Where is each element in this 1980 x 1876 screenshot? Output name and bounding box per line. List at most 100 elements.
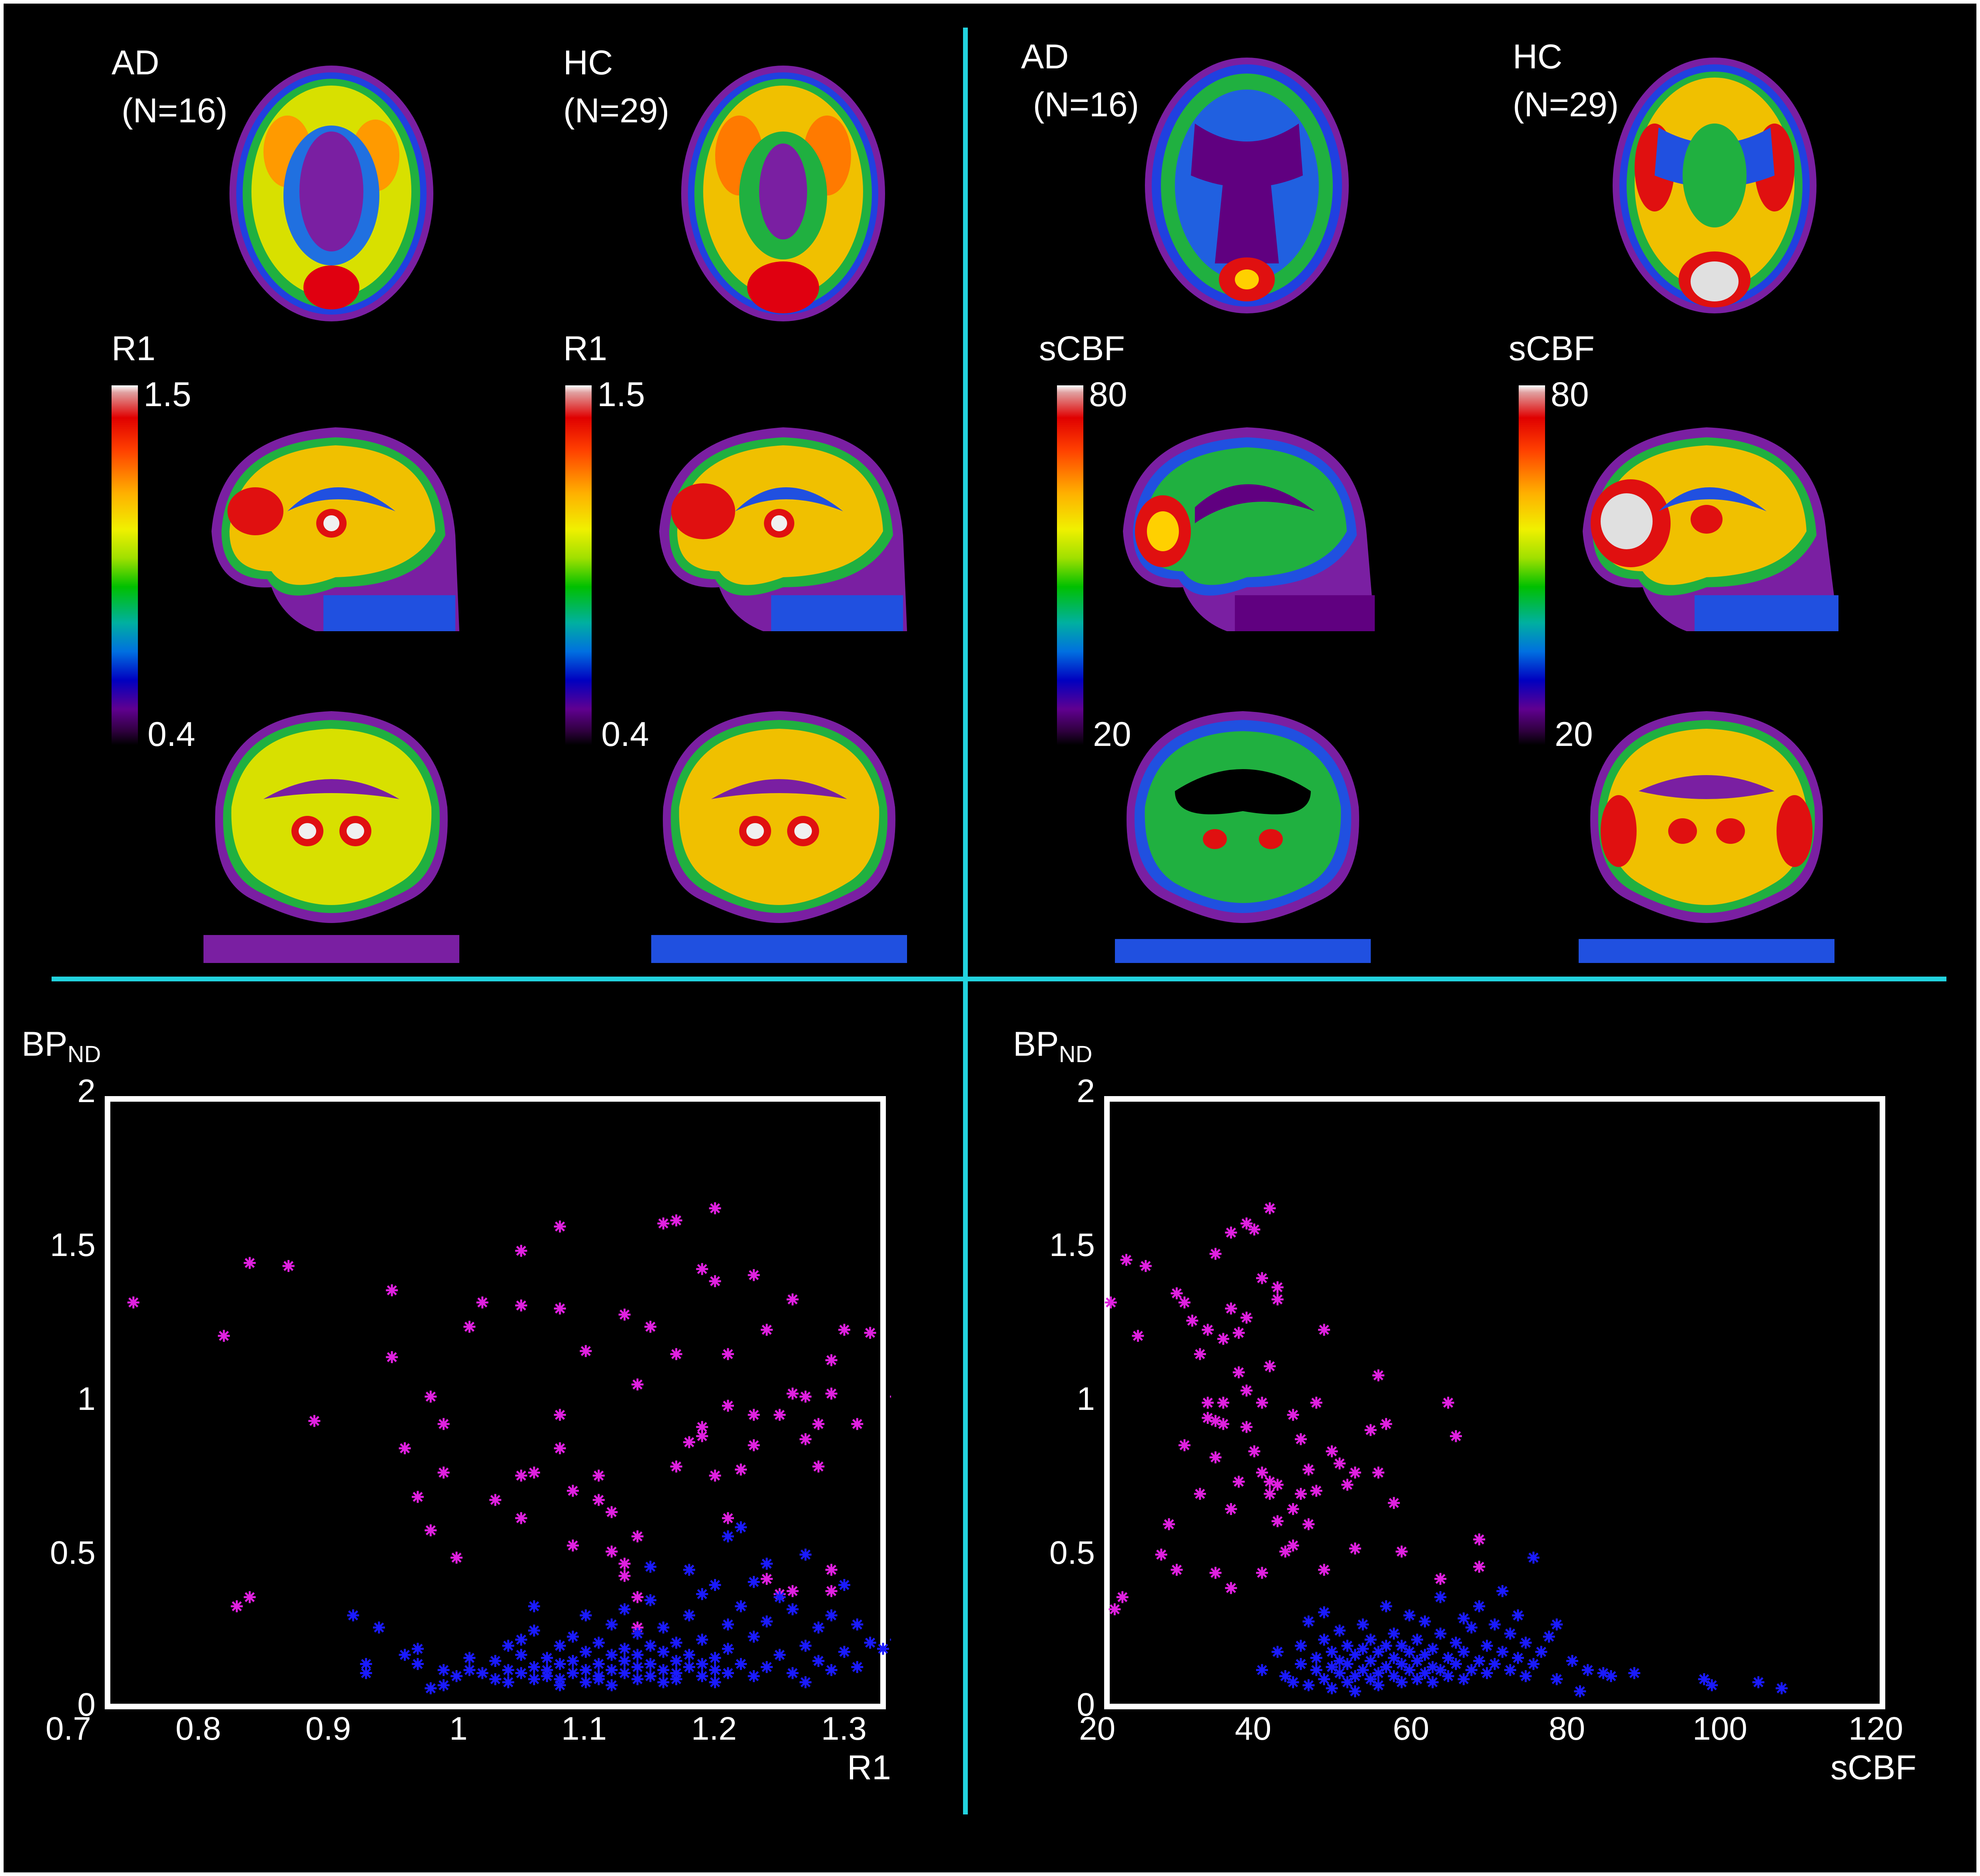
- data-point: [838, 1579, 850, 1591]
- data-point: [606, 1545, 618, 1558]
- scatter-scbf-xtick: 40: [1235, 1711, 1272, 1747]
- data-point: [1264, 1202, 1276, 1214]
- data-point: [1256, 1272, 1268, 1284]
- data-point: [1473, 1600, 1485, 1613]
- data-point: [683, 1661, 695, 1673]
- data-point: [618, 1643, 631, 1655]
- data-point: [1287, 1503, 1299, 1515]
- data-point: [554, 1679, 566, 1691]
- data-point: [1349, 1542, 1361, 1555]
- data-point: [1120, 1254, 1133, 1266]
- data-point: [463, 1652, 476, 1664]
- data-point: [1264, 1475, 1276, 1488]
- r1-hc-scale-label: R1: [563, 329, 607, 368]
- data-point: [838, 1324, 850, 1336]
- scatter-scbf-xtick: 20: [1079, 1711, 1116, 1747]
- data-point: [1411, 1673, 1423, 1685]
- data-point: [1551, 1673, 1563, 1685]
- data-point: [735, 1658, 747, 1670]
- data-point: [722, 1512, 734, 1524]
- data-point: [528, 1673, 540, 1685]
- data-point: [243, 1591, 256, 1603]
- r1-hc-colorbar: [565, 385, 592, 745]
- data-point: [567, 1667, 579, 1679]
- data-point: [1271, 1646, 1284, 1658]
- data-point: [800, 1549, 812, 1561]
- scbf-ad-scale-min: 20: [1093, 715, 1131, 754]
- data-point: [1504, 1627, 1516, 1640]
- data-point: [1458, 1646, 1470, 1658]
- data-point: [631, 1530, 644, 1543]
- data-point: [1527, 1658, 1539, 1670]
- data-point: [1232, 1327, 1245, 1339]
- data-point: [463, 1664, 476, 1676]
- data-point: [1403, 1664, 1416, 1676]
- data-point: [786, 1667, 799, 1679]
- data-point: [786, 1603, 799, 1615]
- r1-ad-group-label: AD: [112, 44, 160, 82]
- data-point: [1473, 1655, 1485, 1667]
- scatter-r1-xtick: 1.3: [821, 1711, 867, 1747]
- data-point: [631, 1661, 644, 1673]
- data-point: [864, 1637, 876, 1649]
- data-point: [1194, 1348, 1206, 1360]
- data-point: [1434, 1664, 1447, 1676]
- data-point: [631, 1673, 644, 1685]
- data-point: [1326, 1661, 1338, 1673]
- data-point: [1605, 1670, 1617, 1682]
- data-point: [1458, 1612, 1470, 1625]
- data-point: [683, 1649, 695, 1661]
- data-point: [1512, 1609, 1524, 1621]
- data-point: [554, 1220, 566, 1233]
- data-point: [451, 1551, 463, 1564]
- data-point: [825, 1664, 837, 1676]
- data-point: [1302, 1518, 1315, 1530]
- r1-ad-colorbar: [112, 385, 138, 745]
- data-point: [696, 1588, 708, 1600]
- data-point: [1388, 1497, 1400, 1509]
- data-point: [1341, 1658, 1354, 1670]
- data-point: [1186, 1314, 1198, 1327]
- data-point: [1170, 1564, 1183, 1576]
- data-point: [1132, 1330, 1144, 1342]
- data-point: [1519, 1637, 1532, 1649]
- data-point: [1357, 1643, 1369, 1655]
- data-point: [1535, 1646, 1547, 1658]
- data-point: [1140, 1260, 1152, 1272]
- data-point: [825, 1354, 837, 1366]
- data-point: [1232, 1475, 1245, 1488]
- data-point: [1527, 1551, 1539, 1564]
- data-point: [528, 1625, 540, 1637]
- data-point: [748, 1670, 760, 1682]
- data-point: [515, 1649, 527, 1661]
- data-point: [399, 1442, 411, 1454]
- data-point: [657, 1676, 670, 1689]
- data-point: [1450, 1658, 1462, 1670]
- r1-hc-scale-min: 0.4: [601, 715, 649, 754]
- data-point: [1380, 1418, 1392, 1430]
- data-point: [644, 1321, 656, 1333]
- scbf-hc-scale-max: 80: [1551, 375, 1589, 414]
- data-point: [1496, 1646, 1509, 1658]
- scatter-r1-xtick: 0.8: [175, 1711, 221, 1747]
- data-point: [592, 1494, 605, 1506]
- data-point: [1202, 1324, 1214, 1336]
- data-point: [696, 1670, 708, 1682]
- scatter-scbf-ylabel-sub: ND: [1059, 1041, 1093, 1067]
- data-point: [1419, 1615, 1431, 1628]
- data-point: [1194, 1488, 1206, 1500]
- data-point: [1109, 1603, 1121, 1615]
- data-point: [1396, 1676, 1408, 1689]
- data-point: [1481, 1667, 1493, 1679]
- data-point: [1341, 1676, 1354, 1689]
- data-point: [437, 1466, 450, 1479]
- data-point: [1217, 1397, 1229, 1409]
- data-point: [657, 1217, 670, 1230]
- data-point: [838, 1646, 850, 1658]
- scbf-ad-colorbar: [1057, 385, 1083, 745]
- data-point: [1217, 1418, 1229, 1430]
- data-point: [1628, 1667, 1641, 1679]
- scatter-r1-xtick: 1.1: [561, 1711, 607, 1747]
- data-point: [1271, 1281, 1284, 1294]
- data-point: [1473, 1533, 1485, 1545]
